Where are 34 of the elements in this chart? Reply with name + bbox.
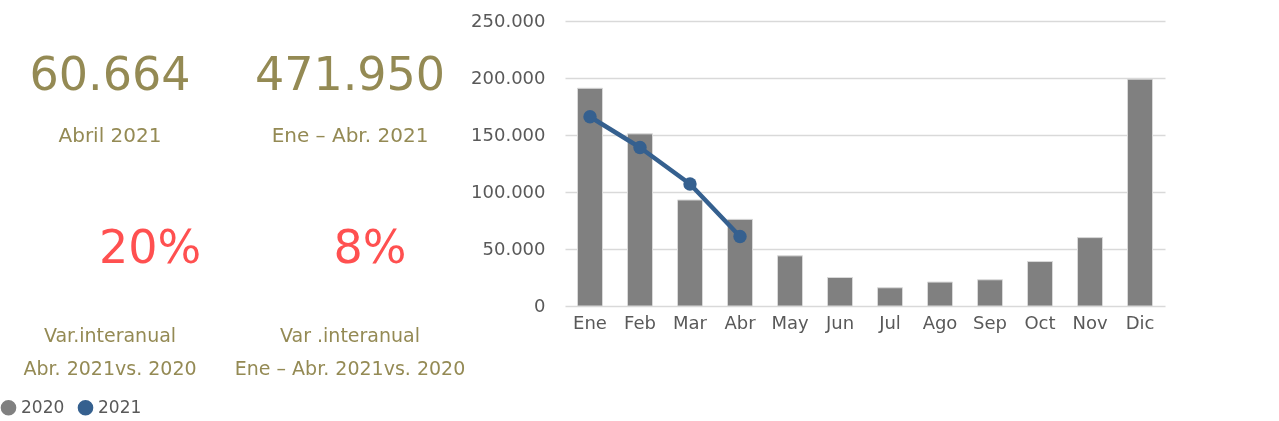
- text: 471.950: [254, 47, 446, 101]
- y-tick-label: 250.000: [471, 9, 546, 31]
- x-tick-label: Mar: [673, 311, 708, 333]
- y-tick-label: 100.000: [471, 180, 546, 202]
- text: 60.664: [29, 47, 191, 101]
- point: [633, 140, 647, 155]
- text: Var .interanual: [280, 324, 420, 346]
- y-tick-label: 150.000: [471, 123, 546, 145]
- x-tick-label: Feb: [624, 311, 656, 333]
- x-tick-label: Jul: [878, 311, 901, 333]
- x-tick-label: Abr: [724, 311, 757, 333]
- legend-label: 2020: [21, 396, 65, 417]
- point: [683, 177, 697, 191]
- point: [583, 110, 597, 124]
- x-tick-label: Nov: [1072, 311, 1108, 333]
- text: Ene – Abr. 2021: [271, 123, 429, 147]
- text: 20%: [98, 220, 202, 274]
- text: Abril 2021: [58, 123, 162, 147]
- x-tick-label: Sep: [973, 311, 1007, 333]
- y-tick-label: 50.000: [482, 237, 546, 259]
- text: 8%: [333, 220, 407, 274]
- text: Var.interanual: [43, 324, 177, 346]
- x-tick-label: Oct: [1024, 311, 1056, 333]
- x-tick-label: Ago: [922, 311, 958, 333]
- x-tick-label: Dic: [1125, 311, 1155, 333]
- text: Ene – Abr. 2021vs. 2020: [234, 357, 466, 379]
- y-tick-label: 0: [534, 294, 546, 316]
- legend-label: 2021: [98, 396, 142, 417]
- point: [733, 229, 747, 244]
- x-tick-label: Ene: [573, 311, 607, 333]
- x-tick-label: Jun: [824, 311, 855, 333]
- x-tick-label: May: [771, 311, 809, 333]
- text: Abr. 2021vs. 2020: [23, 357, 197, 379]
- y-tick-label: 200.000: [471, 66, 546, 88]
